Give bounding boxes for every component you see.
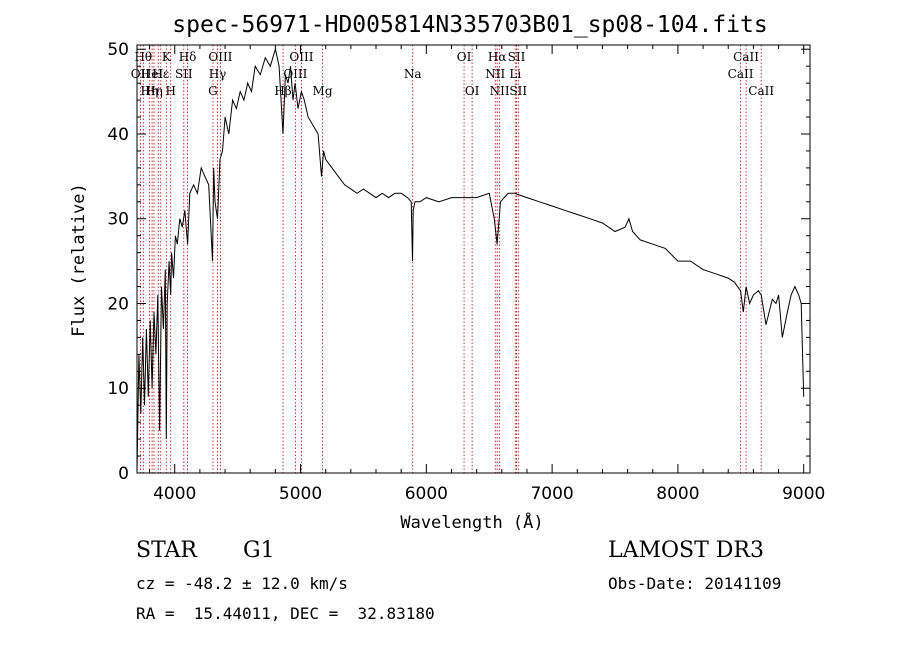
spectral-line-label: Hδ [179, 50, 197, 64]
x-tick-label: 4000 [153, 484, 196, 504]
y-tick-label: 20 [107, 294, 129, 314]
spectral-line-label: Hβ [274, 84, 291, 98]
chart-title: spec-56971-HD005814N335703B01_sp08-104.f… [172, 12, 767, 38]
spectrum-series-line [136, 47, 805, 474]
y-tick-label: 40 [107, 125, 129, 145]
spectral-line-label: OI [465, 84, 480, 98]
spectral-line-label: HeI [141, 67, 164, 81]
x-tick-label: 8000 [656, 484, 699, 504]
spectral-line-label: CaII [733, 50, 759, 64]
spectral-line-label: CaII [748, 84, 774, 98]
spectral-line-label: NII [490, 84, 510, 98]
plot-frame [136, 44, 811, 474]
y-tick-label: 10 [107, 379, 129, 399]
spectral-line-label: Hγ [209, 67, 227, 81]
spectral-line-labels: OIIHθHηHeIHηHεKHSIIHδGHγOIIIHβOIIIOIIIMg… [131, 50, 775, 98]
y-axis-label: Flux (relative) [69, 183, 89, 337]
x-axis-ticks: 4000 5000 6000 7000 8000 9000 [149, 45, 825, 504]
spectral-line-label: OII [131, 67, 151, 81]
coordinates-text: RA = 15.44011, DEC = 32.83180 [136, 604, 435, 623]
spectral-line-label: OIII [289, 50, 313, 64]
spectral-line-label: G [208, 84, 218, 98]
spectral-line-label: Hη [140, 84, 158, 98]
object-subclass: G1 [243, 538, 275, 563]
x-tick-label: 9000 [782, 484, 825, 504]
spectral-line-label: SII [508, 50, 526, 64]
spectral-line-label: Hθ [134, 50, 152, 64]
x-axis-label: Wavelength (Å) [400, 511, 543, 533]
spectral-line-label: SII [175, 67, 193, 81]
object-class: STAR [136, 538, 197, 563]
spectral-line-label: Hα [488, 50, 507, 64]
obs-date: Obs-Date: 20141109 [608, 574, 782, 593]
spectral-line-label: NII [485, 67, 505, 81]
y-tick-label: 30 [107, 210, 129, 230]
y-tick-label: 0 [118, 464, 129, 484]
spectral-line-label: OIII [208, 50, 232, 64]
spectral-line-label: Na [404, 67, 422, 81]
spectral-line-label: Hε [152, 67, 169, 81]
spectral-line-label: K [162, 50, 172, 64]
y-tick-label: 50 [107, 40, 129, 60]
spectral-line-label: Hη [145, 84, 163, 98]
x-tick-label: 6000 [405, 484, 448, 504]
spectral-line-label: H [165, 84, 175, 98]
spectral-line-label: Li [509, 67, 521, 81]
x-tick-label: 7000 [530, 484, 573, 504]
spectral-line-label: CaII [728, 67, 754, 81]
x-tick-label: 5000 [279, 484, 322, 504]
spectral-line-label: OI [457, 50, 472, 64]
spectral-line-markers [139, 45, 762, 473]
survey-name: LAMOST DR3 [608, 538, 764, 563]
spectral-line-label: Mg [313, 84, 333, 98]
velocity-text: cz = -48.2 ± 12.0 km/s [136, 574, 348, 593]
spectral-line-label: SII [509, 84, 527, 98]
spectrum-chart: spec-56971-HD005814N335703B01_sp08-104.f… [69, 12, 825, 533]
y-axis-ticks: 0 10 20 30 40 50 [107, 40, 810, 484]
